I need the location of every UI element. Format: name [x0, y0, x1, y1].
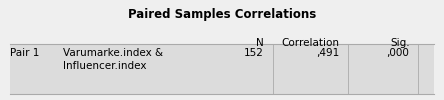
Bar: [10, 44, 434, 94]
Text: ,000: ,000: [387, 48, 409, 58]
Text: Paired Samples Correlations: Paired Samples Correlations: [128, 8, 316, 21]
Text: N: N: [256, 38, 264, 48]
Text: Sig.: Sig.: [390, 38, 409, 48]
Text: ,491: ,491: [316, 48, 339, 58]
Text: Varumarke.index &
Influencer.index: Varumarke.index & Influencer.index: [63, 48, 163, 71]
Text: Pair 1: Pair 1: [10, 48, 40, 58]
Text: Correlation: Correlation: [281, 38, 339, 48]
Text: 152: 152: [244, 48, 264, 58]
